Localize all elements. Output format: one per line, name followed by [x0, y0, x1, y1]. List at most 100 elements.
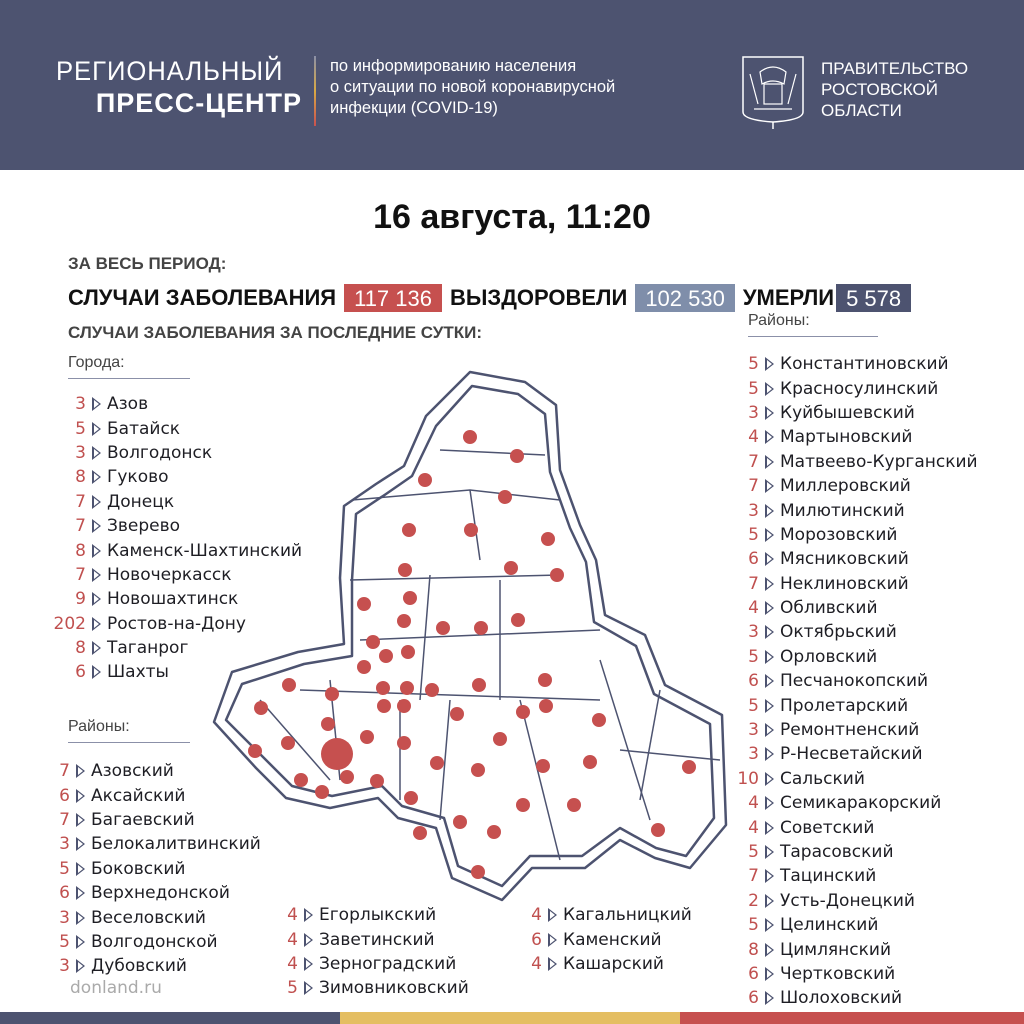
case-count: 3 — [748, 500, 759, 521]
case-marker — [315, 785, 329, 799]
triangle-bullet-icon — [92, 470, 101, 485]
place-name: Зерноградский — [319, 953, 457, 974]
list-item: 5 Красносулинский — [727, 376, 978, 400]
case-count: 3 — [59, 907, 70, 928]
place-name: Кагальницкий — [563, 905, 692, 926]
daily-label: СЛУЧАИ ЗАБОЛЕВАНИЯ ЗА ПОСЛЕДНИЕ СУТКИ: — [68, 323, 483, 342]
list-item: 7 Азовский — [40, 759, 261, 783]
case-marker — [402, 523, 416, 537]
place-name: Ремонтненский — [780, 720, 920, 741]
triangle-bullet-icon — [304, 932, 313, 947]
list-item: 7 Неклиновский — [727, 572, 978, 596]
list-item: 5 Пролетарский — [727, 693, 978, 717]
place-name: Батайск — [107, 418, 181, 439]
case-count: 3 — [59, 834, 70, 855]
case-count: 5 — [748, 524, 759, 545]
case-marker — [281, 736, 295, 750]
case-count: 7 — [748, 866, 759, 887]
triangle-bullet-icon — [765, 893, 774, 908]
place-name: Р-Несветайский — [780, 744, 923, 765]
case-marker — [592, 713, 606, 727]
place-name: Неклиновский — [780, 573, 909, 594]
place-name: Аксайский — [91, 785, 186, 806]
triangle-bullet-icon — [76, 788, 85, 803]
case-marker — [550, 568, 564, 582]
case-marker — [471, 865, 485, 879]
case-count: 6 — [748, 549, 759, 570]
cases-label: СЛУЧАИ ЗАБОЛЕВАНИЯ — [68, 285, 337, 310]
districts-list-mid2: 4 Кагальницкий 6 Каменский 4 Кашарский — [514, 903, 692, 976]
triangle-bullet-icon — [765, 601, 774, 616]
triangle-bullet-icon — [76, 886, 85, 901]
place-name: Мартыновский — [780, 427, 913, 448]
case-marker — [357, 660, 371, 674]
place-name: Миллеровский — [780, 476, 911, 497]
triangle-bullet-icon — [765, 381, 774, 396]
triangle-bullet-icon — [76, 959, 85, 974]
place-name: Чертковский — [780, 963, 896, 984]
case-count: 4 — [748, 427, 759, 448]
case-marker — [340, 770, 354, 784]
list-item: 7 Тацинский — [727, 864, 978, 888]
case-marker — [510, 449, 524, 463]
case-marker — [401, 645, 415, 659]
place-name: Целинский — [780, 915, 879, 936]
description-line: инфекции (COVID-19) — [330, 99, 498, 117]
cities-heading: Города: — [68, 354, 190, 379]
header-banner: РЕГИОНАЛЬНЫЙ ПРЕСС-ЦЕНТР по информирован… — [0, 0, 1024, 170]
description-line: по информированию населения — [330, 57, 577, 75]
triangle-bullet-icon — [765, 405, 774, 420]
case-marker — [425, 683, 439, 697]
case-marker — [463, 430, 477, 444]
list-item: 5 Константиновский — [727, 352, 978, 376]
district-border — [259, 699, 331, 781]
place-name: Азовский — [91, 761, 174, 782]
place-name: Куйбышевский — [780, 402, 915, 423]
triangle-bullet-icon — [765, 357, 774, 372]
district-border — [439, 699, 451, 821]
list-item: 3 Волгодонск — [40, 441, 302, 465]
list-item: 6 Верхнедонской — [40, 881, 261, 905]
triangle-bullet-icon — [765, 942, 774, 957]
case-marker — [567, 798, 581, 812]
case-count: 6 — [748, 671, 759, 692]
triangle-bullet-icon — [765, 576, 774, 591]
case-count: 3 — [75, 442, 86, 463]
case-count: 4 — [531, 953, 542, 974]
case-count: 4 — [748, 793, 759, 814]
triangle-bullet-icon — [765, 674, 774, 689]
triangle-bullet-icon — [765, 698, 774, 713]
case-marker — [397, 614, 411, 628]
place-name: Цимлянский — [780, 939, 891, 960]
list-item: 7 Миллеровский — [727, 474, 978, 498]
place-name: Шолоховский — [780, 988, 903, 1009]
case-marker — [541, 532, 555, 546]
list-item: 5 Морозовский — [727, 523, 978, 547]
list-item: 3 Р-Несветайский — [727, 742, 978, 766]
triangle-bullet-icon — [548, 908, 557, 923]
case-marker — [379, 649, 393, 663]
case-marker — [471, 763, 485, 777]
triangle-bullet-icon — [92, 567, 101, 582]
case-count: 5 — [287, 978, 298, 999]
case-marker — [404, 791, 418, 805]
triangle-bullet-icon — [76, 934, 85, 949]
site-link[interactable]: donland.ru — [70, 978, 162, 998]
districts-list-right: 5 Константиновский 5 Красносулинский 3 Куйбыш… — [727, 352, 978, 1011]
list-item: 4 Заветинский — [270, 927, 469, 951]
place-name: Обливский — [780, 598, 878, 619]
list-item: 5 Волгодонской — [40, 930, 261, 954]
case-count: 6 — [59, 785, 70, 806]
recovered-badge: 102 530 — [635, 284, 735, 312]
footer-stripe — [0, 1012, 1024, 1024]
triangle-bullet-icon — [765, 869, 774, 884]
list-item: 2 Усть-Донецкий — [727, 889, 978, 913]
triangle-bullet-icon — [92, 665, 101, 680]
place-name: Новочеркасск — [107, 564, 232, 585]
district-border — [299, 689, 601, 701]
case-marker — [400, 681, 414, 695]
list-item: 3 Октябрьский — [727, 620, 978, 644]
case-marker — [418, 473, 432, 487]
case-count: 3 — [75, 394, 86, 415]
case-count: 4 — [748, 598, 759, 619]
